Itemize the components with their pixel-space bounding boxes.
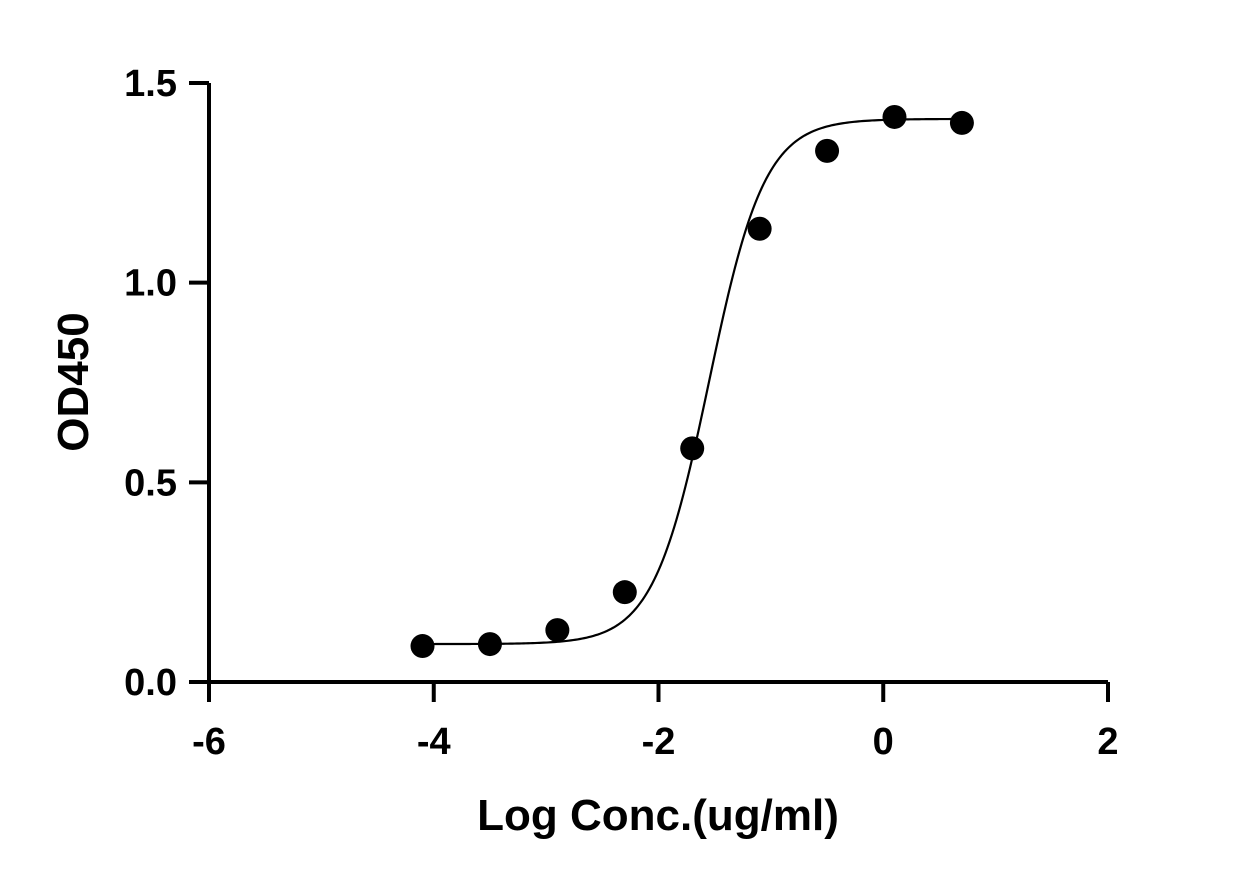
data-point — [545, 618, 570, 643]
y-tick-label: 0.0 — [124, 662, 177, 704]
data-point — [747, 216, 772, 241]
fit-curve — [422, 117, 962, 646]
data-point — [815, 138, 840, 163]
data-point — [949, 110, 974, 135]
y-ticks: 0.0 0.5 1.0 1.5 — [124, 63, 209, 704]
data-point — [410, 634, 435, 659]
y-tick-label: 1.5 — [124, 63, 177, 105]
x-tick-label: 0 — [873, 721, 894, 763]
y-tick-label: 1.0 — [124, 263, 177, 305]
y-axis-title: OD450 — [49, 312, 98, 451]
data-point — [477, 632, 502, 657]
y-tick-label: 0.5 — [124, 462, 177, 504]
data-point — [882, 104, 907, 129]
data-point — [680, 436, 705, 461]
x-tick-label: -6 — [192, 721, 226, 763]
x-tick-label: 2 — [1097, 721, 1118, 763]
data-points — [410, 104, 974, 659]
x-tick-label: -4 — [417, 721, 451, 763]
x-tick-label: -2 — [642, 721, 676, 763]
data-point — [612, 580, 637, 605]
x-axis-title: Log Conc.(ug/ml) — [477, 791, 839, 840]
x-ticks: -6 -4 -2 0 2 — [192, 682, 1119, 763]
axes — [207, 83, 1108, 684]
